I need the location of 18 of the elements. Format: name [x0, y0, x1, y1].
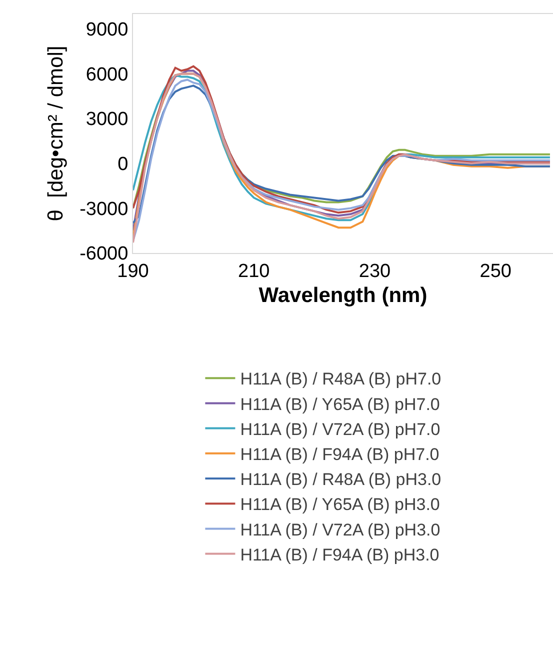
x-tick-label: 230 [358, 260, 391, 282]
legend-label: H11A (B) / F94A (B) pH3.0 [240, 545, 440, 564]
y-axis-title: θ [deg•cm² / dmol] [44, 46, 68, 222]
legend-label: H11A (B) / R48A (B) pH7.0 [240, 370, 442, 389]
x-tick-label: 210 [238, 260, 270, 282]
legend-label: H11A (B) / F94A (B) pH7.0 [240, 445, 440, 464]
y-tick-label: 3000 [86, 109, 128, 130]
y-tick-label: 9000 [86, 20, 128, 41]
y-tick-label: 6000 [86, 64, 128, 86]
legend-label: H11A (B) / Y65A (B) pH7.0 [240, 394, 440, 414]
x-axis-title: Wavelength (nm) [258, 284, 428, 307]
legend-label: H11A (B) / R48A (B) pH3.0 [240, 470, 442, 490]
y-tick-label: 0 [118, 154, 128, 176]
legend-label: H11A (B) / V72A (B) pH7.0 [240, 420, 440, 439]
legend-label: H11A (B) / Y65A (B) pH3.0 [240, 495, 440, 514]
legend-label: H11A (B) / V72A (B) pH3.0 [240, 520, 440, 540]
x-tick-label: 250 [480, 260, 512, 282]
y-tick-label: -3000 [80, 198, 128, 220]
